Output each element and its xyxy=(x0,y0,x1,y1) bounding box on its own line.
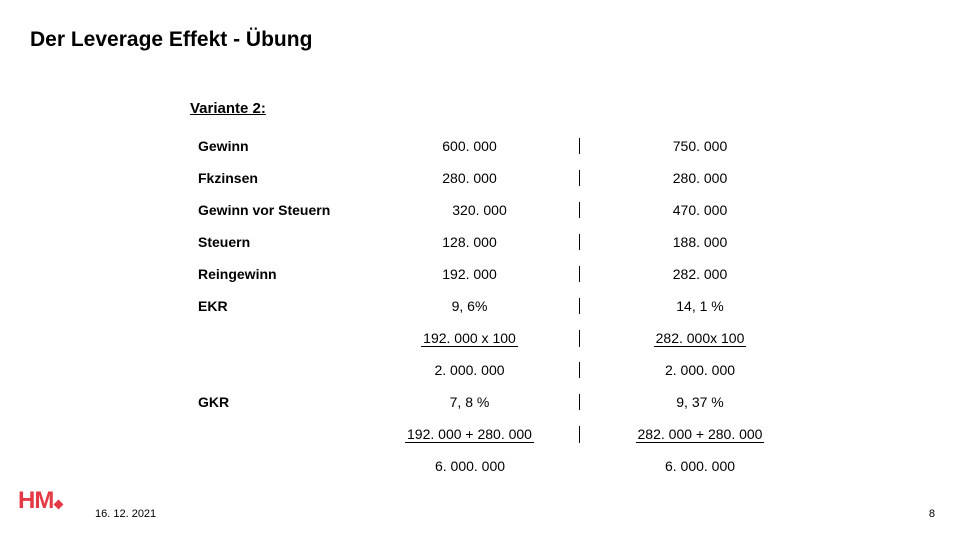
footer-page-number: 8 xyxy=(929,508,935,520)
page-title: Der Leverage Effekt - Übung xyxy=(30,28,312,52)
cell-value: 600. 000 xyxy=(360,138,580,154)
table-row: Steuern 128. 000 188. 000 xyxy=(190,226,830,258)
table-row: 192. 000 x 100 282. 000x 100 xyxy=(190,322,830,354)
row-label: Fkzinsen xyxy=(190,170,360,186)
cell-value: 282. 000x 100 xyxy=(580,330,820,347)
cell-value: 320. 000 xyxy=(380,202,580,218)
table-row: GKR 7, 8 % 9, 37 % xyxy=(190,386,830,418)
subtitle: Variante 2: xyxy=(190,100,266,117)
table-row: Gewinn 600. 000 750. 000 xyxy=(190,130,830,162)
logo: HM xyxy=(18,487,62,522)
row-label: Gewinn xyxy=(190,138,360,154)
cell-value: 192. 000 x 100 xyxy=(360,330,580,347)
cell-value: 7, 8 % xyxy=(360,394,580,410)
cell-value: 192. 000 xyxy=(360,266,580,282)
cell-value: 282. 000 xyxy=(580,266,820,282)
table-row: EKR 9, 6% 14, 1 % xyxy=(190,290,830,322)
cell-value: 280. 000 xyxy=(360,170,580,186)
cell-value: 2. 000. 000 xyxy=(580,362,820,378)
row-label: Gewinn vor Steuern xyxy=(190,202,380,218)
cell-value: 2. 000. 000 xyxy=(360,362,580,378)
row-label: GKR xyxy=(190,394,360,410)
row-label: Reingewinn xyxy=(190,266,360,282)
cell-value: 188. 000 xyxy=(580,234,820,250)
cell-value: 750. 000 xyxy=(580,138,820,154)
table-row: 2. 000. 000 2. 000. 000 xyxy=(190,354,830,386)
table-row: Fkzinsen 280. 000 280. 000 xyxy=(190,162,830,194)
cell-value: 9, 6% xyxy=(360,298,580,314)
table-row: Gewinn vor Steuern 320. 000 470. 000 xyxy=(190,194,830,226)
cell-value: 470. 000 xyxy=(580,202,820,218)
cell-value: 192. 000 + 280. 000 xyxy=(360,426,580,443)
data-table: Gewinn 600. 000 750. 000 Fkzinsen 280. 0… xyxy=(190,130,830,482)
cell-value: 6. 000. 000 xyxy=(360,458,580,474)
table-row: Reingewinn 192. 000 282. 000 xyxy=(190,258,830,290)
cell-value: 282. 000 + 280. 000 xyxy=(580,426,820,443)
row-label: Steuern xyxy=(190,234,360,250)
logo-text: HM xyxy=(18,487,53,515)
footer-date: 16. 12. 2021 xyxy=(95,508,156,520)
cell-value: 9, 37 % xyxy=(580,394,820,410)
cell-value: 6. 000. 000 xyxy=(580,458,820,474)
table-row: 6. 000. 000 6. 000. 000 xyxy=(190,450,830,482)
cell-value: 280. 000 xyxy=(580,170,820,186)
cell-value: 14, 1 % xyxy=(580,298,820,314)
logo-square-icon xyxy=(54,500,64,510)
row-label: EKR xyxy=(190,298,360,314)
table-row: 192. 000 + 280. 000 282. 000 + 280. 000 xyxy=(190,418,830,450)
cell-value: 128. 000 xyxy=(360,234,580,250)
